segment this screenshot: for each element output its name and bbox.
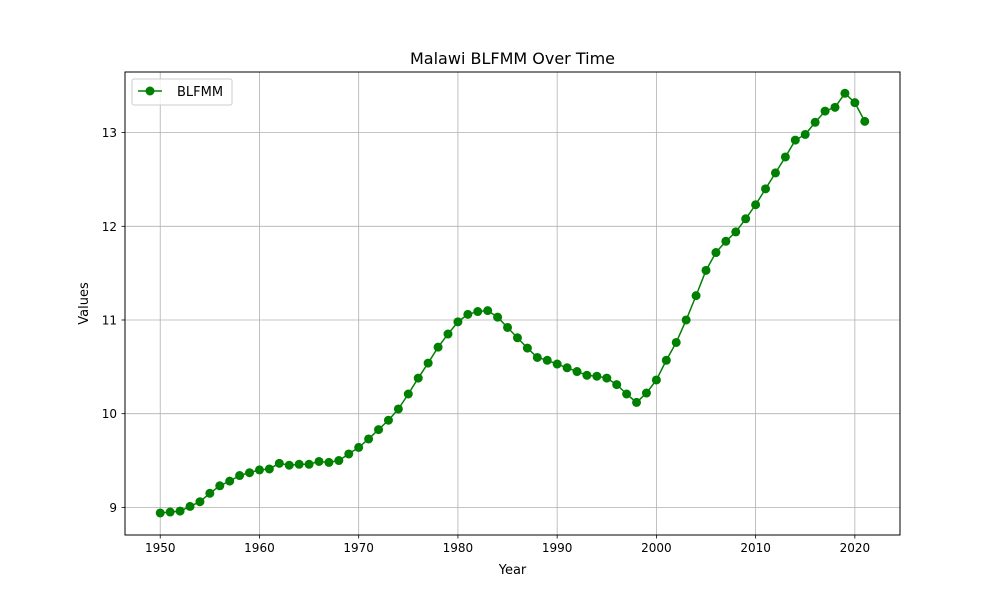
data-point	[284, 460, 294, 470]
data-point	[731, 227, 741, 237]
data-point	[651, 375, 661, 385]
data-point	[304, 459, 314, 469]
data-point	[572, 367, 582, 377]
data-point	[344, 449, 354, 459]
data-point	[215, 481, 225, 491]
data-point	[780, 152, 790, 162]
data-point	[185, 501, 195, 511]
data-point	[701, 265, 711, 275]
data-point	[632, 397, 642, 407]
legend-label: BLFMM	[177, 85, 223, 100]
data-point	[354, 442, 364, 452]
data-point	[175, 506, 185, 516]
data-point	[503, 322, 513, 332]
data-point	[532, 352, 542, 362]
grid-layer	[125, 72, 900, 535]
data-point	[423, 358, 433, 368]
data-point	[800, 129, 810, 139]
x-tick-label: 1980	[443, 541, 474, 555]
data-point	[741, 214, 751, 224]
data-point	[225, 476, 235, 486]
data-point	[245, 468, 255, 478]
data-point	[711, 248, 721, 258]
y-tick-label: 11	[102, 313, 117, 327]
x-tick-label: 1960	[244, 541, 275, 555]
x-tick-label: 2000	[641, 541, 672, 555]
data-point	[790, 135, 800, 145]
data-point	[582, 370, 592, 380]
data-point	[453, 317, 463, 327]
data-point	[155, 508, 165, 518]
y-tick-label: 12	[102, 220, 117, 234]
y-tick-label: 13	[102, 126, 117, 140]
data-point	[334, 456, 344, 466]
data-point	[374, 425, 384, 435]
data-point	[602, 373, 612, 383]
data-point	[254, 465, 264, 475]
data-point	[403, 389, 413, 399]
x-tick-label: 1950	[145, 541, 176, 555]
data-point	[314, 456, 324, 466]
x-tick-label: 2010	[740, 541, 771, 555]
data-point	[274, 458, 284, 468]
data-point	[483, 306, 493, 316]
data-point	[522, 343, 532, 353]
y-axis-title: Values	[77, 282, 92, 325]
data-point	[820, 106, 830, 116]
data-point	[165, 507, 175, 517]
data-point	[681, 315, 691, 325]
data-point	[393, 404, 403, 414]
data-point	[860, 116, 870, 126]
data-point	[542, 355, 552, 365]
y-tick-label: 9	[109, 501, 117, 515]
ticks-layer: 1950 1960 1970 1980 1990 2000 2010 2020 9 10 11 12 1…	[102, 126, 870, 555]
legend-box	[131, 78, 233, 106]
data-point	[770, 168, 780, 178]
x-tick-label: 2020	[840, 541, 871, 555]
data-point	[383, 415, 393, 425]
data-point	[463, 309, 473, 319]
data-point	[294, 459, 304, 469]
data-point	[433, 342, 443, 352]
y-tick-label: 10	[102, 407, 117, 421]
plot-frame	[124, 71, 901, 536]
legend: BLFMM	[131, 78, 233, 106]
series-line	[160, 92, 866, 514]
data-point	[612, 380, 622, 390]
data-point	[592, 371, 602, 381]
data-point	[721, 236, 731, 246]
data-point	[622, 389, 632, 399]
data-point	[761, 184, 771, 194]
data-point	[364, 434, 374, 444]
data-point	[205, 488, 215, 498]
data-point	[810, 117, 820, 127]
data-point	[751, 200, 761, 210]
series-layer	[155, 88, 870, 518]
legend-marker-swatch	[145, 86, 155, 96]
data-point	[830, 102, 840, 112]
data-point	[671, 337, 681, 347]
data-point	[195, 497, 205, 507]
data-point	[562, 363, 572, 373]
data-point	[473, 307, 483, 317]
data-point	[264, 464, 274, 474]
x-tick-label: 1970	[343, 541, 374, 555]
data-point	[661, 355, 671, 365]
data-point	[641, 388, 651, 398]
data-point	[235, 471, 245, 481]
data-point	[552, 359, 562, 369]
data-point	[493, 312, 503, 322]
data-point	[691, 291, 701, 301]
x-axis-title: Year	[498, 563, 527, 578]
data-point	[512, 333, 522, 343]
data-point	[413, 373, 423, 383]
data-point	[850, 98, 860, 108]
chart-title: Malawi BLFMM Over Time	[410, 49, 615, 68]
x-tick-label: 1990	[542, 541, 573, 555]
data-point	[443, 329, 453, 339]
data-point	[840, 88, 850, 98]
data-point	[324, 457, 334, 467]
